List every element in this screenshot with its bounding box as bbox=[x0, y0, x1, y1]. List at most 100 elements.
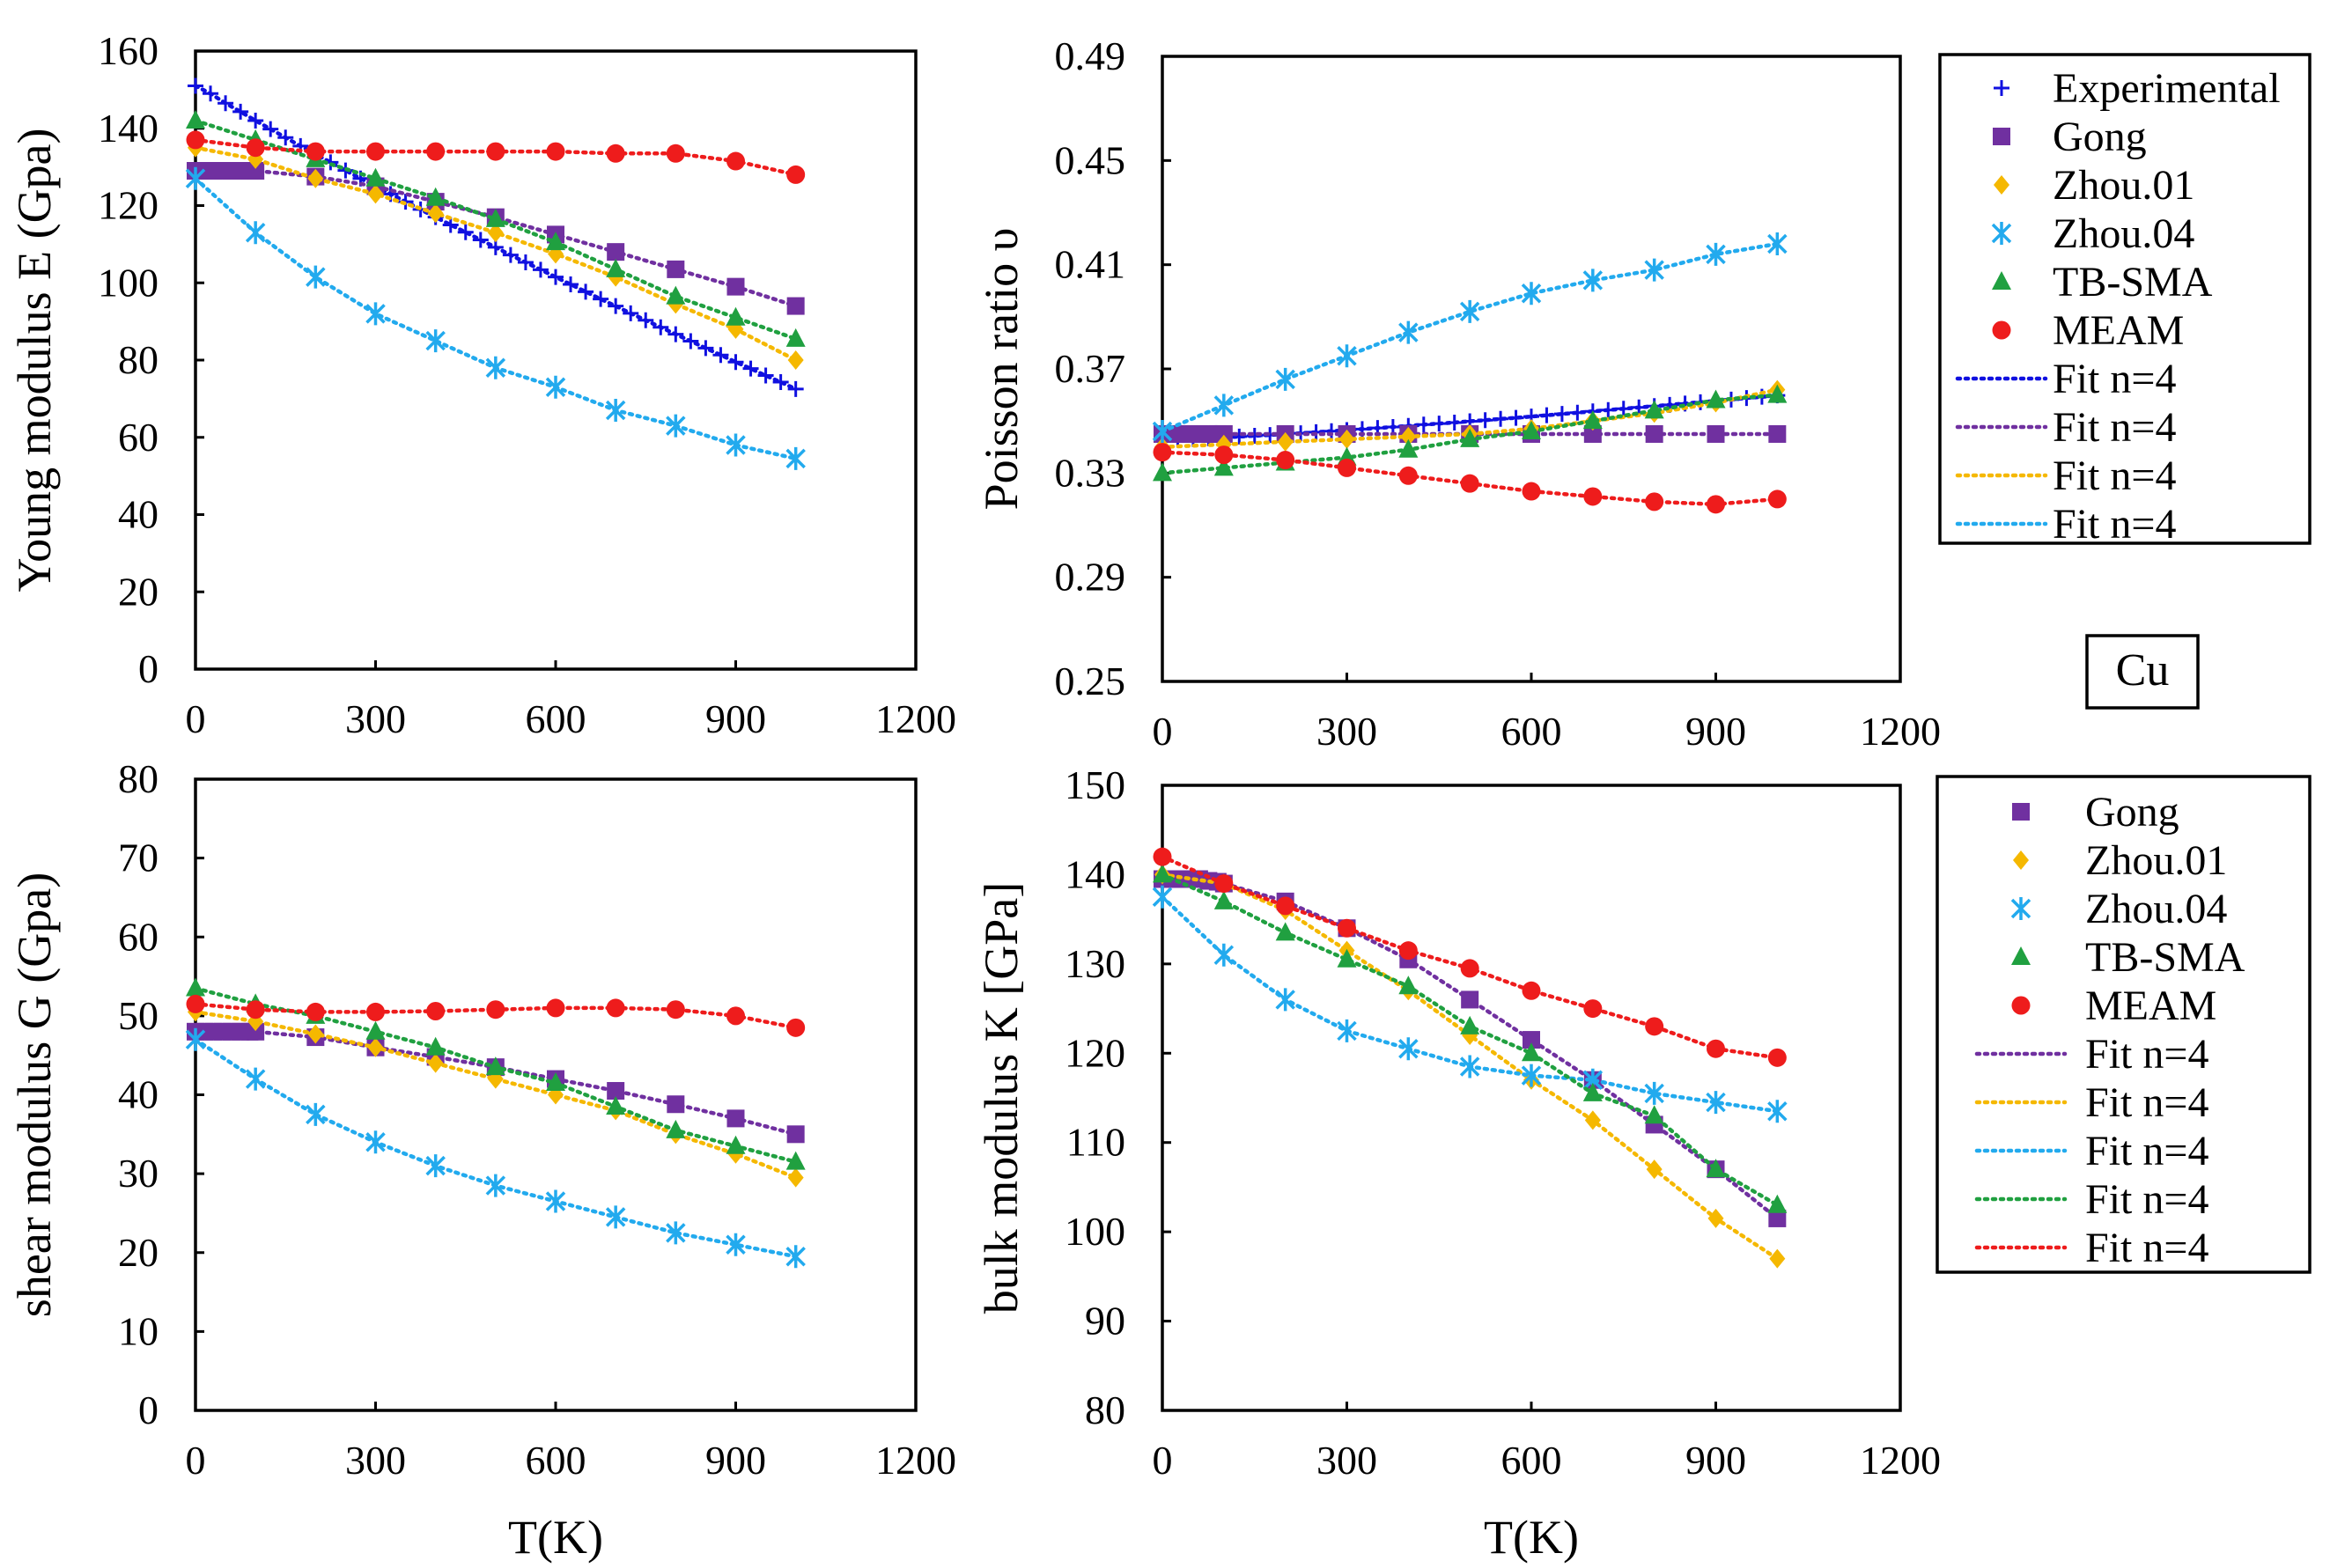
data-point-experimental bbox=[472, 232, 489, 248]
data-point-meam bbox=[1707, 495, 1725, 514]
y-tick-label: 50 bbox=[118, 993, 159, 1038]
data-point-zhou-04 bbox=[1644, 1081, 1664, 1105]
data-point-meam bbox=[546, 998, 565, 1018]
y-axis-label: Young modulus E (Gpa) bbox=[8, 128, 61, 592]
data-point-zhou-04 bbox=[1582, 269, 1604, 292]
data-point-tb-sma bbox=[666, 285, 686, 305]
data-point-meam bbox=[1645, 1017, 1664, 1036]
data-point-tb-sma bbox=[666, 1119, 686, 1138]
data-point-zhou-04 bbox=[1459, 299, 1480, 323]
y-tick-label: 120 bbox=[98, 183, 159, 228]
y-tick-label: 0.37 bbox=[1055, 346, 1126, 391]
data-point-experimental bbox=[1324, 423, 1340, 439]
data-point-gong bbox=[607, 1082, 625, 1101]
series-meam bbox=[1153, 847, 1787, 1067]
x-tick-label: 900 bbox=[705, 1438, 766, 1483]
data-point-tb-sma bbox=[1153, 864, 1172, 883]
x-tick-label: 0 bbox=[186, 696, 206, 741]
data-point-tb-sma bbox=[1337, 948, 1357, 968]
data-point-experimental bbox=[1538, 407, 1555, 423]
series-meam bbox=[186, 994, 806, 1037]
legend-label: Fit n=4 bbox=[2085, 1176, 2208, 1223]
data-point-zhou-01 bbox=[487, 223, 504, 243]
legend-entry: Fit n=4 bbox=[1974, 1031, 2208, 1078]
data-point-tb-sma bbox=[1213, 457, 1234, 476]
data-point-zhou-04 bbox=[1521, 282, 1542, 306]
legend-entry: Zhou.01 bbox=[2013, 837, 2227, 884]
data-point-tb-sma bbox=[485, 1056, 505, 1076]
legend-label: Fit n=4 bbox=[2085, 1225, 2208, 1271]
x-tick-label: 300 bbox=[345, 1438, 406, 1483]
data-point-zhou-01 bbox=[1707, 1208, 1724, 1228]
data-point-zhou-04 bbox=[1213, 394, 1235, 417]
data-point-zhou-04 bbox=[306, 1102, 326, 1126]
data-point-zhou-04 bbox=[1152, 885, 1173, 909]
legend-label: Experimental bbox=[2053, 65, 2281, 112]
data-point-tb-sma bbox=[546, 232, 565, 251]
data-point-meam bbox=[1767, 490, 1787, 509]
data-point-experimental bbox=[682, 333, 699, 350]
y-tick-label: 120 bbox=[1065, 1030, 1125, 1075]
data-point-meam bbox=[726, 151, 745, 171]
data-point-meam bbox=[546, 142, 565, 161]
data-point-experimental bbox=[742, 360, 759, 377]
data-point-meam bbox=[786, 1018, 806, 1037]
data-point-zhou-04 bbox=[1398, 1037, 1419, 1061]
data-point-tb-sma bbox=[425, 187, 446, 206]
series-tb-sma bbox=[186, 977, 806, 1170]
legend-marker-tb-sma bbox=[2011, 946, 2031, 965]
data-point-gong bbox=[1768, 424, 1787, 443]
data-point-experimental bbox=[218, 95, 234, 112]
y-tick-label: 110 bbox=[1066, 1120, 1125, 1165]
legend-entry: Fit n=4 bbox=[1974, 1128, 2208, 1174]
data-point-experimental bbox=[262, 121, 279, 137]
legend-label: Zhou.01 bbox=[2053, 162, 2194, 209]
data-point-meam bbox=[1522, 482, 1541, 501]
legend-label: TB-SMA bbox=[2085, 934, 2245, 981]
data-point-zhou-01 bbox=[1277, 431, 1294, 452]
data-point-zhou-04 bbox=[726, 1233, 746, 1256]
legend-entry: Fit n=4 bbox=[1955, 356, 2176, 402]
y-tick-label: 0 bbox=[138, 646, 159, 691]
legend-entry: Fit n=4 bbox=[1955, 453, 2176, 499]
x-tick-label: 600 bbox=[1501, 709, 1562, 754]
data-point-zhou-04 bbox=[1213, 943, 1235, 967]
data-point-zhou-01 bbox=[1584, 1110, 1601, 1130]
legend-label: MEAM bbox=[2085, 983, 2216, 1029]
legend-label: Fit n=4 bbox=[2053, 356, 2176, 402]
y-tick-label: 100 bbox=[1065, 1209, 1125, 1254]
data-point-zhou-04 bbox=[306, 265, 326, 289]
y-tick-label: 140 bbox=[98, 106, 159, 151]
y-tick-label: 0.49 bbox=[1055, 33, 1126, 78]
data-point-experimental bbox=[757, 367, 774, 384]
series-zhou-04 bbox=[1152, 885, 1788, 1123]
legend-label: Zhou.04 bbox=[2085, 886, 2227, 932]
data-point-zhou-04 bbox=[1275, 367, 1295, 391]
data-point-meam bbox=[486, 1000, 505, 1020]
data-point-meam bbox=[1645, 492, 1664, 512]
data-point-zhou-04 bbox=[185, 166, 206, 190]
cu-label: Cu bbox=[2116, 645, 2170, 696]
y-tick-label: 40 bbox=[118, 1072, 159, 1117]
y-tick-label: 0.41 bbox=[1055, 242, 1126, 287]
series-tb-sma bbox=[1153, 384, 1788, 482]
legend-label: Zhou.04 bbox=[2053, 210, 2194, 257]
data-point-meam bbox=[366, 1002, 385, 1021]
data-point-tb-sma bbox=[606, 1095, 626, 1115]
y-tick-label: 0 bbox=[138, 1388, 159, 1432]
fit-line-zhou-04 bbox=[1160, 241, 1780, 434]
legend-entry: Zhou.01 bbox=[1994, 162, 2194, 209]
x-tick-label: 300 bbox=[345, 696, 406, 741]
data-point-zhou-04 bbox=[1337, 344, 1357, 368]
data-point-zhou-01 bbox=[787, 1167, 804, 1188]
x-tick-label: 1200 bbox=[1860, 709, 1941, 754]
data-point-meam bbox=[666, 144, 685, 163]
x-tick-label: 300 bbox=[1316, 709, 1377, 754]
data-point-experimental bbox=[1569, 404, 1586, 421]
data-point-tb-sma bbox=[485, 208, 505, 227]
data-point-tb-sma bbox=[785, 1151, 806, 1170]
data-point-gong bbox=[667, 260, 685, 278]
x-axis-label: T(K) bbox=[508, 1511, 603, 1564]
data-point-experimental bbox=[188, 77, 203, 94]
y-tick-label: 0.29 bbox=[1055, 555, 1126, 600]
